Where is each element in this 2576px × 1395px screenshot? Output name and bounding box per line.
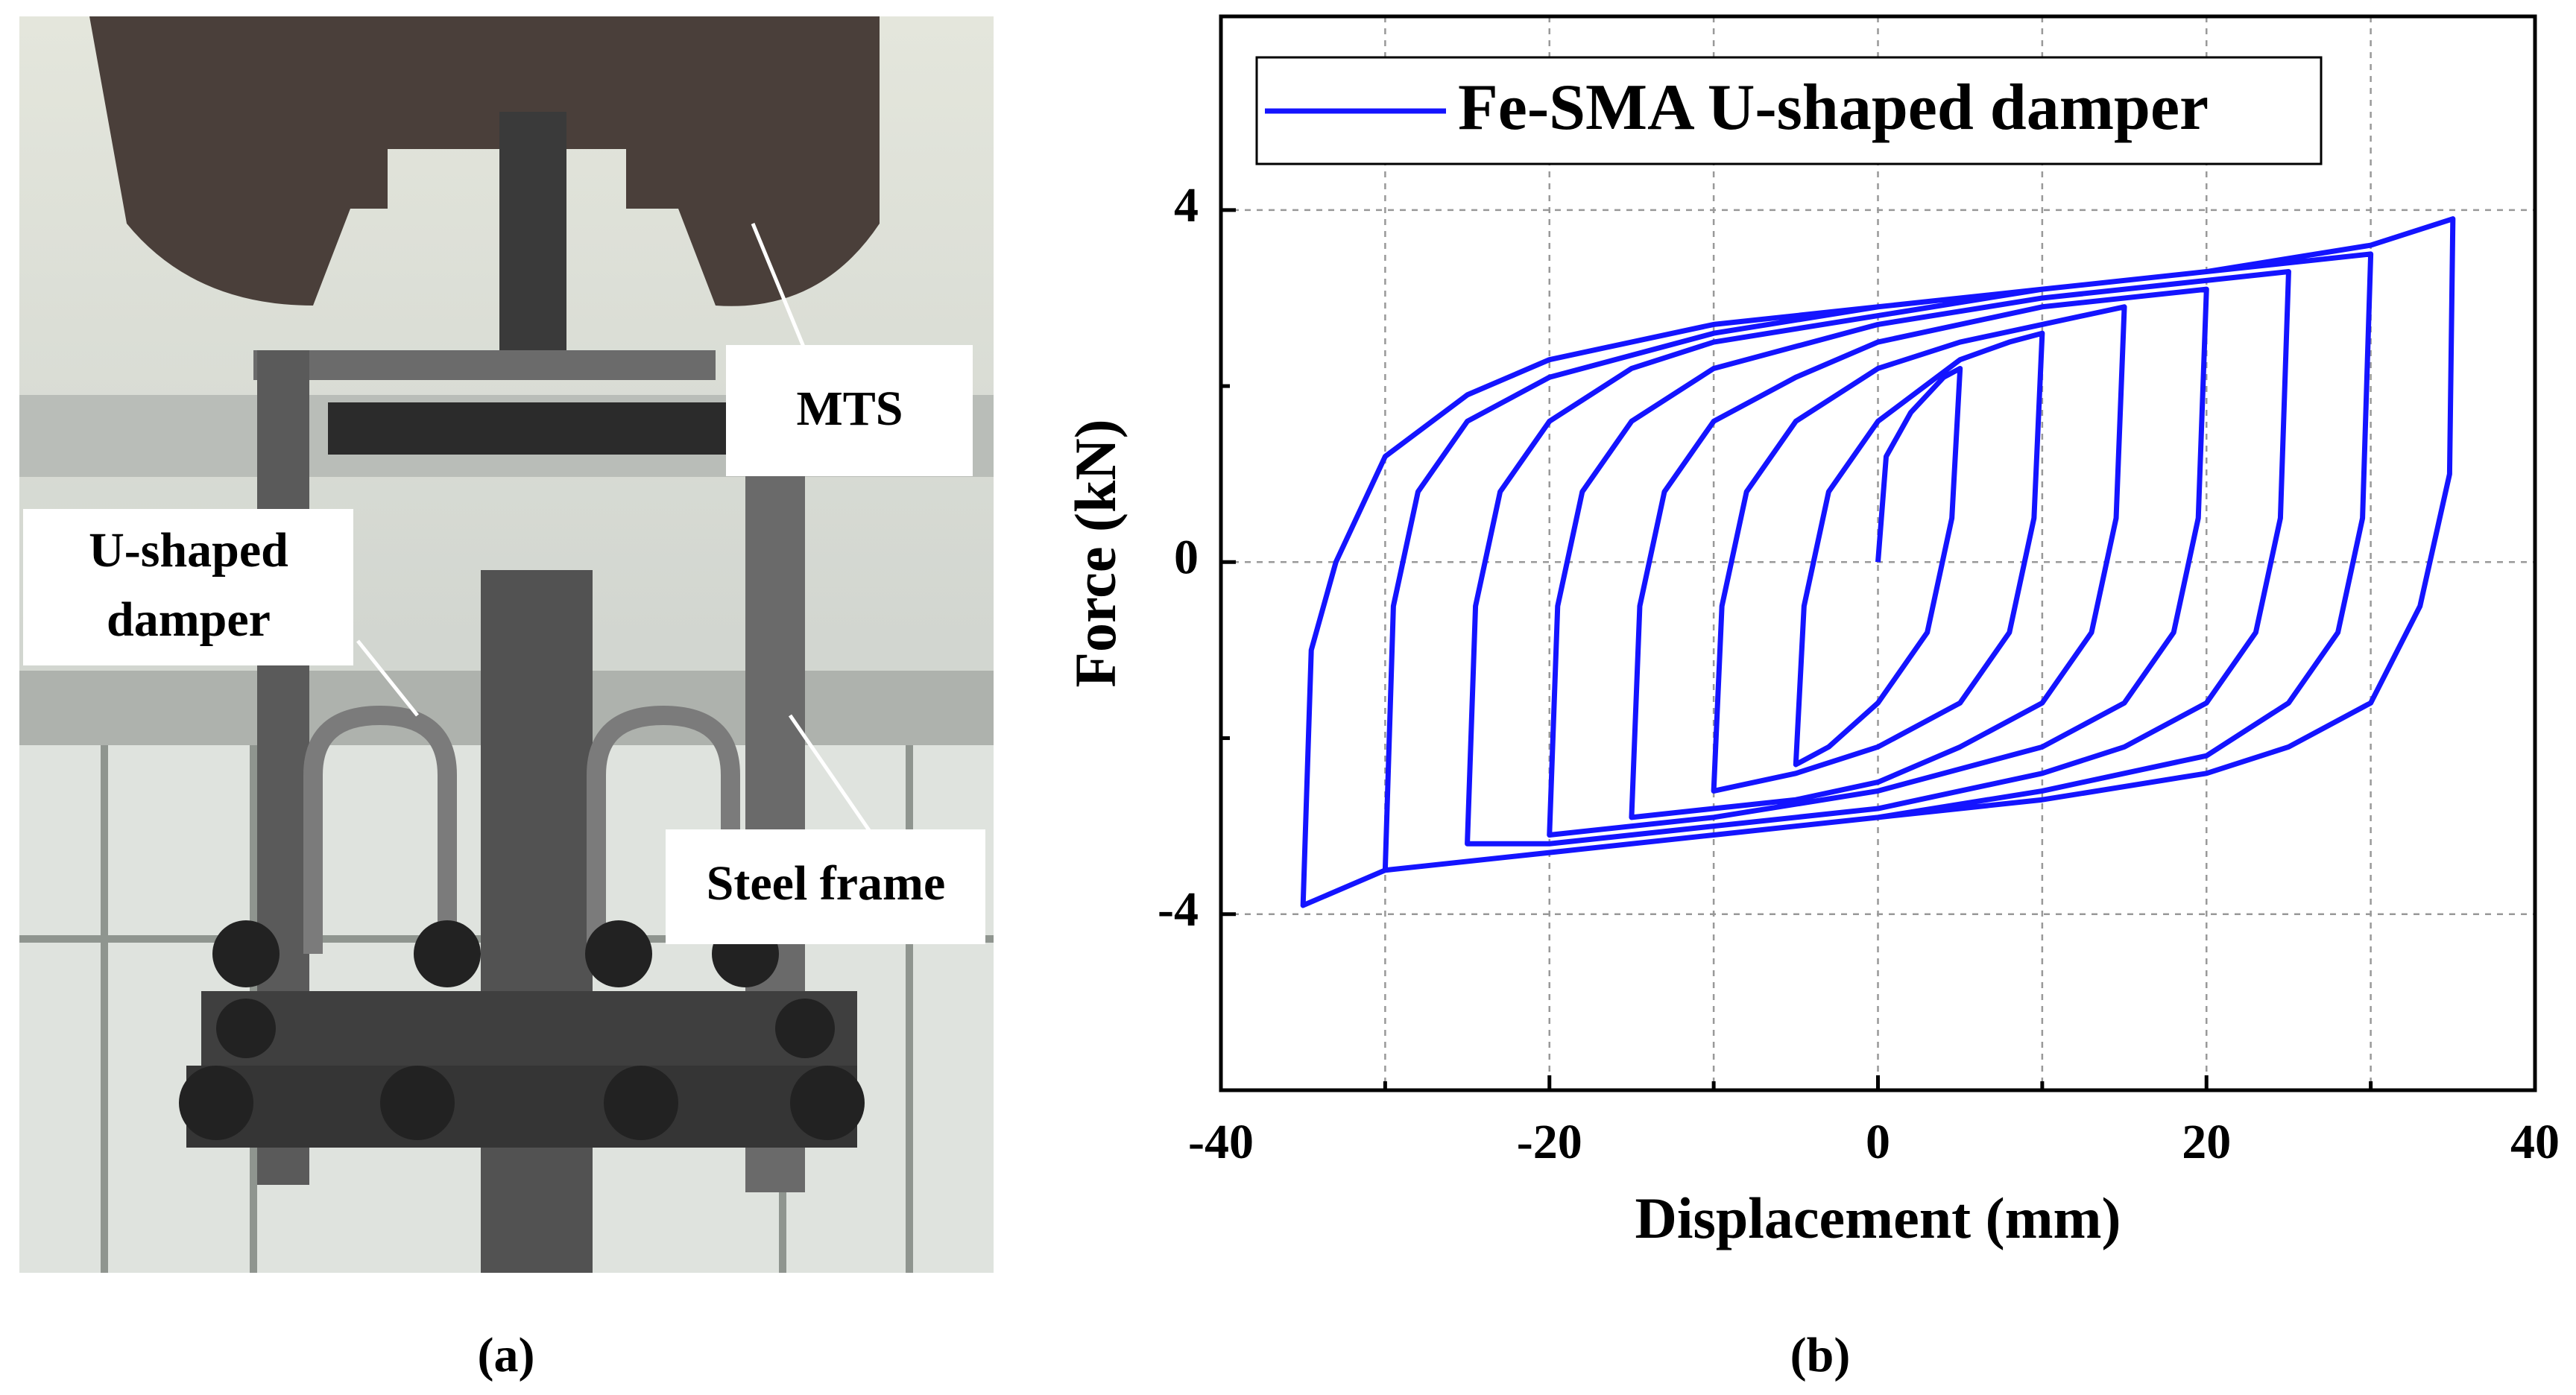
photo-label: damper [107,592,271,647]
y-tick-label: -4 [1158,882,1199,937]
y-tick-label: 0 [1174,530,1199,584]
x-tick-label: 40 [2510,1115,2560,1169]
data-line [1300,216,2456,908]
x-tick-label: 20 [2182,1115,2231,1169]
y-tick-label: 4 [1174,178,1199,232]
caption: (a) [478,1328,535,1382]
x-tick-label: -20 [1517,1115,1582,1169]
y-axis-label: Force (kN) [1063,419,1128,687]
photo-label: MTS [796,382,903,436]
x-axis-label: Displacement (mm) [1635,1186,2121,1250]
x-tick-label: -40 [1188,1115,1254,1169]
photo: MTS U-shaped damper Steel frame [19,16,994,1273]
photo-label: Steel frame [707,856,946,911]
caption: (b) [1790,1328,1851,1382]
legend-label: Fe-SMA U-shaped damper [1458,72,2209,144]
photo-label: U-shaped [89,523,288,578]
x-tick-label: 0 [1866,1115,1890,1169]
